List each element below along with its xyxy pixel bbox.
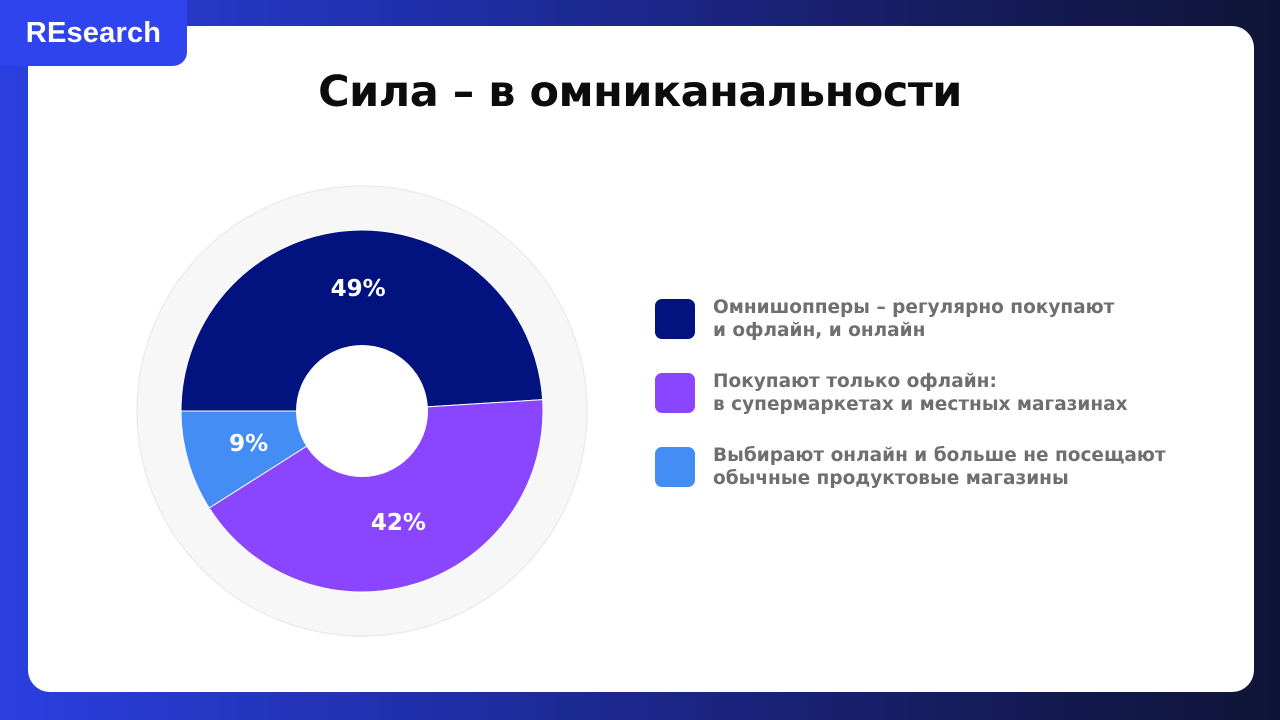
slice-omnishoppers — [180, 229, 544, 412]
legend-label-omnishoppers: Омнишопперы – регулярно покупают и офлай… — [713, 297, 1115, 341]
legend-swatch-omnishoppers — [655, 299, 695, 339]
slice-label-offline: 42% — [371, 510, 426, 536]
slice-label-online: 9% — [229, 431, 268, 457]
legend-swatch-online — [655, 447, 695, 487]
donut-hole — [296, 345, 428, 477]
legend-swatch-offline — [655, 373, 695, 413]
legend-label-offline: Покупают только офлайн: в супермаркетах … — [713, 371, 1128, 415]
slice-offline — [208, 399, 544, 593]
research-badge: REsearch — [0, 0, 187, 66]
legend-label-online: Выбирают онлайн и больше не посещают обы… — [713, 445, 1166, 489]
slice-label-omnishoppers: 49% — [331, 276, 386, 302]
slide-title: Сила – в омниканальности — [318, 67, 962, 117]
